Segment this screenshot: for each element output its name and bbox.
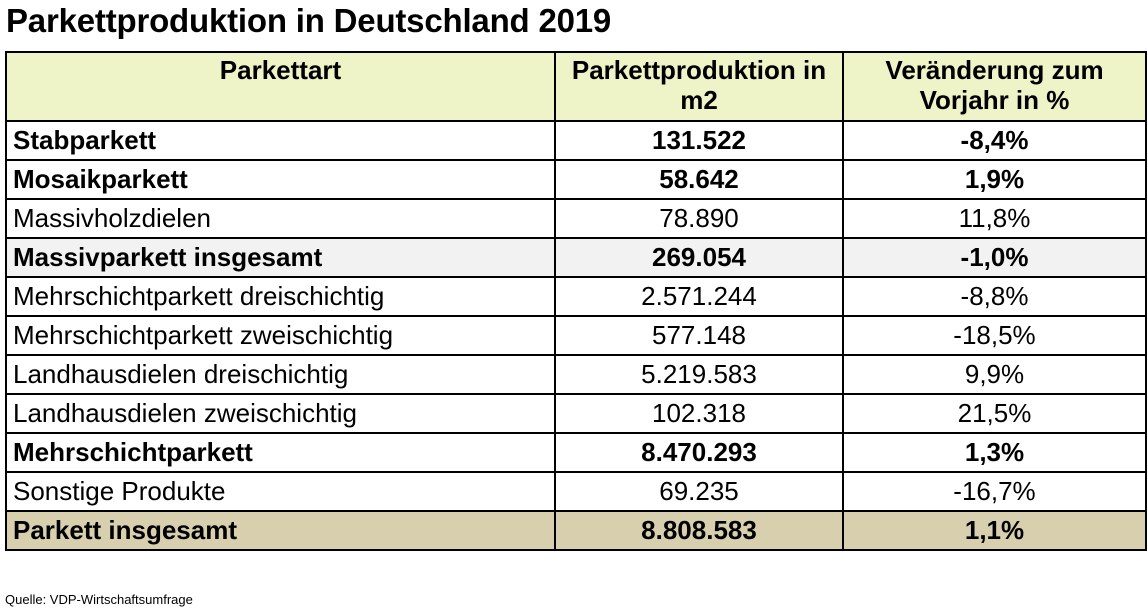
row-value: 577.148 [554, 315, 844, 356]
header-parkettart: Parkettart [5, 51, 556, 122]
row-change: 1,9% [842, 159, 1147, 200]
table-row: Mehrschichtparkett dreischichtig 2.571.2… [5, 276, 1147, 317]
total-row: Parkett insgesamt 8.808.583 1,1% [5, 510, 1147, 551]
row-name: Mehrschichtparkett [5, 432, 556, 473]
row-value: 131.522 [554, 120, 844, 161]
header-veraenderung-line2: Vorjahr in % [919, 85, 1070, 115]
row-change: -18,5% [842, 315, 1147, 356]
header-veraenderung: Veränderung zum Vorjahr in % [842, 51, 1147, 122]
row-name: Mehrschichtparkett zweischichtig [5, 315, 556, 356]
table-row: Landhausdielen dreischichtig 5.219.583 9… [5, 354, 1147, 395]
row-value: 5.219.583 [554, 354, 844, 395]
row-value: 69.235 [554, 471, 844, 512]
table-row: Mehrschichtparkett zweischichtig 577.148… [5, 315, 1147, 356]
row-change: -8,4% [842, 120, 1147, 161]
row-change: -16,7% [842, 471, 1147, 512]
source-note: Quelle: VDP-Wirtschaftsumfrage [5, 592, 193, 607]
row-value: 8.808.583 [554, 510, 844, 551]
row-name: Mosaikparkett [5, 159, 556, 200]
row-change: -8,8% [842, 276, 1147, 317]
subtotal-row: Mehrschichtparkett 8.470.293 1,3% [5, 432, 1147, 473]
table-body: Stabparkett 131.522 -8,4% Mosaikparkett … [5, 120, 1147, 551]
subtotal-row: Massivparkett insgesamt 269.054 -1,0% [5, 237, 1147, 278]
row-name: Parkett insgesamt [5, 510, 556, 551]
header-row: Parkettart Parkettproduktion in m2 Verän… [5, 51, 1147, 122]
row-change: 1,3% [842, 432, 1147, 473]
row-name: Landhausdielen zweischichtig [5, 393, 556, 434]
table-header: Parkettart Parkettproduktion in m2 Verän… [5, 51, 1147, 122]
row-name: Massivparkett insgesamt [5, 237, 556, 278]
table-row: Mosaikparkett 58.642 1,9% [5, 159, 1147, 200]
page-title: Parkettproduktion in Deutschland 2019 [6, 2, 612, 39]
row-value: 102.318 [554, 393, 844, 434]
row-value: 58.642 [554, 159, 844, 200]
table-row: Massivholzdielen 78.890 11,8% [5, 198, 1147, 239]
row-name: Stabparkett [5, 120, 556, 161]
row-change: 21,5% [842, 393, 1147, 434]
table-row: Stabparkett 131.522 -8,4% [5, 120, 1147, 161]
row-value: 78.890 [554, 198, 844, 239]
table-row: Landhausdielen zweischichtig 102.318 21,… [5, 393, 1147, 434]
row-change: -1,0% [842, 237, 1147, 278]
header-parkettart-label: Parkettart [219, 55, 342, 85]
row-change: 1,1% [842, 510, 1147, 551]
header-produktion-line1: Parkettproduktion in [571, 55, 827, 85]
row-change: 9,9% [842, 354, 1147, 395]
row-change: 11,8% [842, 198, 1147, 239]
header-veraenderung-line1: Veränderung zum [885, 55, 1104, 85]
row-value: 269.054 [554, 237, 844, 278]
row-name: Mehrschichtparkett dreischichtig [5, 276, 556, 317]
production-table: Parkettart Parkettproduktion in m2 Verän… [5, 51, 1147, 551]
header-produktion-line2: m2 [680, 85, 718, 115]
row-name: Landhausdielen dreischichtig [5, 354, 556, 395]
row-name: Massivholzdielen [5, 198, 556, 239]
row-value: 2.571.244 [554, 276, 844, 317]
table-row: Sonstige Produkte 69.235 -16,7% [5, 471, 1147, 512]
header-produktion: Parkettproduktion in m2 [554, 51, 844, 122]
row-name: Sonstige Produkte [5, 471, 556, 512]
row-value: 8.470.293 [554, 432, 844, 473]
